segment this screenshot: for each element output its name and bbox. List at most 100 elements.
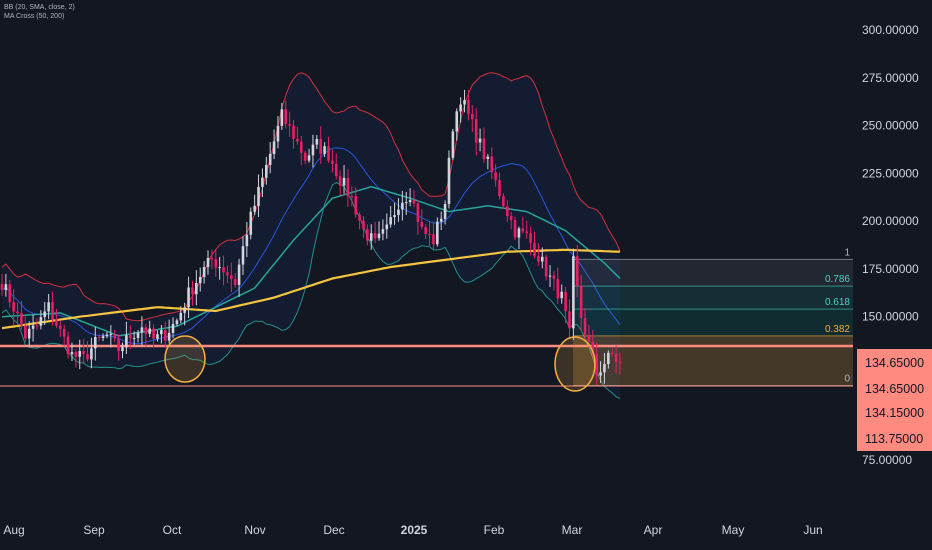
candle-4 [16, 302, 19, 326]
candle-body [463, 100, 466, 105]
candle-148 [575, 244, 579, 298]
candle-55 [214, 249, 218, 277]
highlight-circles[interactable] [164, 335, 596, 392]
candle-body [55, 319, 58, 326]
candle-body [78, 351, 82, 357]
candle-9 [35, 318, 39, 330]
candle-7 [27, 321, 31, 347]
fib-label-2: 0.618 [825, 297, 850, 308]
candle-159 [618, 352, 622, 375]
candle-34 [132, 331, 136, 346]
candle-47 [183, 302, 186, 326]
candle-26 [101, 333, 105, 342]
candle-body [132, 337, 136, 339]
candle-154 [599, 361, 602, 383]
price-tag-2: 134.15000 [857, 399, 932, 425]
candle-83 [323, 142, 326, 158]
candle-body [416, 203, 420, 223]
candle-67 [261, 168, 264, 197]
legend-ma-cross[interactable]: MA Cross (50, 200) [4, 13, 65, 20]
candle-82 [319, 126, 323, 164]
x-tick-feb: Feb [484, 523, 505, 537]
candle-body [377, 233, 381, 239]
candle-body [280, 109, 284, 126]
candle-116 [451, 128, 455, 161]
candle-body [233, 279, 237, 285]
candle-body [408, 200, 412, 203]
candle-114 [443, 200, 447, 225]
y-tick-1: 275.00000 [862, 71, 919, 85]
candle-body [39, 317, 43, 326]
fib-retracement[interactable]: 1 0.786 0.618 0.382 0 [573, 247, 853, 387]
candle-93 [362, 216, 365, 238]
candle-3 [12, 288, 15, 325]
candle-95 [369, 224, 373, 250]
candle-body [195, 283, 198, 295]
y-tick-0: 300.00000 [862, 23, 919, 37]
legend-bb[interactable]: BB (20, SMA, close, 2) [4, 4, 75, 11]
candle-body [412, 200, 416, 204]
candle-body [467, 100, 470, 114]
candle-109 [424, 224, 427, 239]
candle-body [191, 287, 194, 295]
candle-body [342, 177, 346, 186]
candle-body [144, 327, 148, 334]
candle-body [424, 227, 427, 235]
candle-118 [459, 97, 462, 123]
price-tag-1: 134.65000 [857, 375, 932, 401]
candle-138 [537, 243, 540, 266]
x-axis[interactable]: Aug Sep Oct Nov Dec 2025 Feb Mar Apr May Jun [3, 523, 822, 537]
y-tick-4: 200.00000 [862, 214, 919, 228]
candle-85 [331, 149, 334, 173]
candle-145 [564, 286, 567, 324]
candle-158 [614, 345, 618, 374]
candle-108 [420, 209, 424, 230]
candle-body [148, 328, 151, 334]
candle-66 [257, 174, 260, 217]
candle-body [447, 157, 451, 204]
candle-80 [311, 134, 315, 168]
x-tick-aug: Aug [3, 523, 24, 537]
candle-body [210, 257, 214, 260]
candle-33 [128, 325, 132, 350]
candle-body [179, 312, 183, 321]
candle-body [579, 285, 583, 318]
candle-body [241, 246, 245, 265]
moving-averages [1, 185, 621, 337]
candle-body [12, 302, 15, 312]
candle-155 [603, 353, 606, 384]
candle-128 [498, 172, 501, 200]
candle-body [478, 138, 482, 143]
candle-body [509, 216, 513, 221]
fib-band-2 [573, 309, 853, 336]
candle-135 [525, 220, 529, 239]
fib-label-3: 0.382 [825, 324, 850, 335]
candle-body [90, 348, 93, 360]
bb-upper-line [1, 72, 621, 322]
fib-band-0 [573, 259, 853, 287]
y-axis[interactable]: 300.00000 275.00000 250.00000 225.00000 200.… [862, 23, 919, 467]
candle-123 [478, 128, 482, 152]
candle-22 [86, 341, 89, 362]
x-tick-apr: Apr [644, 523, 663, 537]
support-lines[interactable] [0, 344, 853, 387]
candle-body [74, 352, 78, 357]
candle-body [160, 330, 163, 335]
candle-body [16, 311, 19, 314]
x-tick-dec: Dec [323, 523, 344, 537]
candle-125 [486, 153, 490, 170]
candle-12 [47, 293, 50, 320]
candle-body [451, 131, 455, 158]
candle-132 [513, 216, 517, 241]
candle-body [261, 177, 264, 187]
candle-17 [66, 331, 70, 359]
candle-body [575, 256, 579, 286]
candle-96 [373, 221, 377, 243]
candle-body [109, 333, 113, 335]
candle-28 [109, 325, 113, 348]
candle-body [307, 155, 311, 161]
candle-84 [327, 137, 330, 163]
candle-81 [315, 135, 319, 149]
candle-body [610, 352, 614, 355]
